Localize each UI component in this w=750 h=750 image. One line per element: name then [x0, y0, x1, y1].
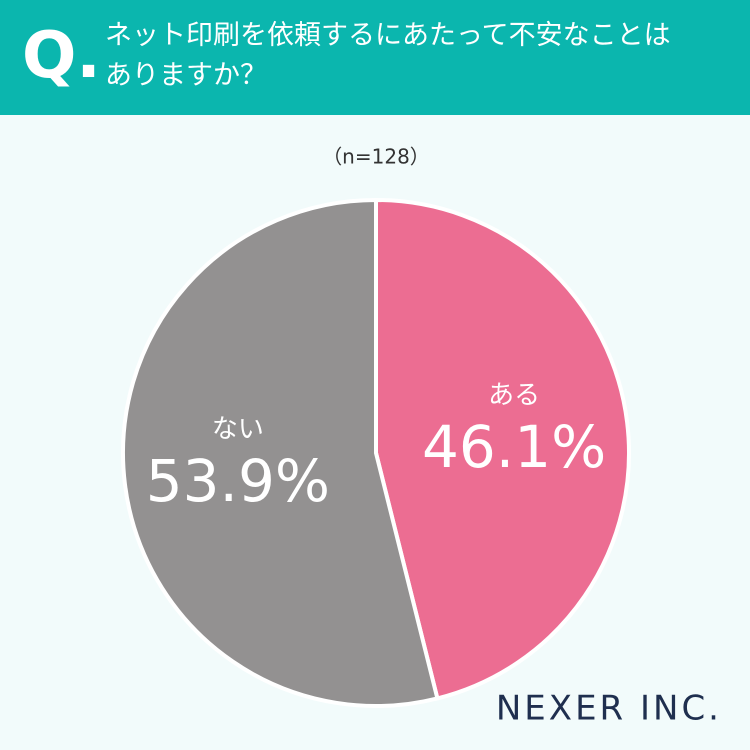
- slice-name: ない: [212, 415, 264, 445]
- pie-slice: [374, 197, 631, 701]
- chart-title: ネット印刷を依頼するにあたって不安なことはありますか？: [105, 20, 671, 91]
- slice-value: 46.1%: [422, 413, 606, 481]
- logo: NEXER INC.: [496, 689, 722, 729]
- question-badge: Q.: [22, 19, 101, 93]
- pie-slice: [121, 197, 440, 708]
- header: Q. ネット印刷を依頼するにあたって不安なことはありますか？: [0, 0, 750, 115]
- slice-value: 53.9%: [146, 447, 330, 515]
- slice-name: ある: [488, 380, 540, 410]
- chart-subtitle: （n=128）: [322, 145, 430, 169]
